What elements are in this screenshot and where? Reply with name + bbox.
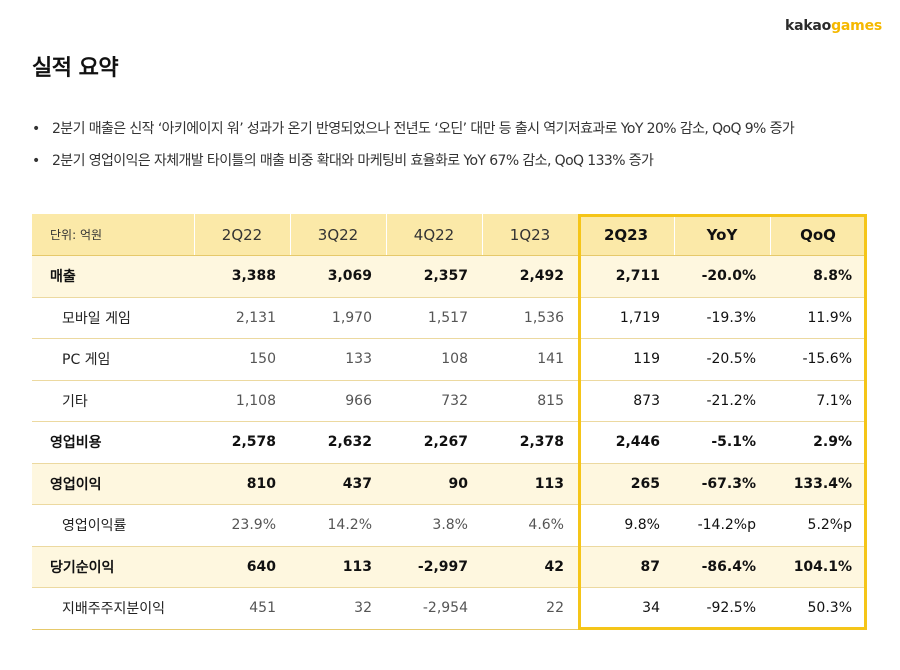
cell-qoq: 11.9% <box>770 297 866 339</box>
kakaogames-logo: kakaogames <box>785 18 882 34</box>
row-mobile-game: 모바일 게임 2,131 1,970 1,517 1,536 1,719 -19.3% 11.… <box>32 297 866 339</box>
cell-2q23: 34 <box>578 587 674 630</box>
cell-1q23: 4.6% <box>482 504 578 547</box>
cell-yoy: -92.5% <box>674 587 770 630</box>
cell-2q23: 265 <box>578 463 674 505</box>
cell-qoq: -15.6% <box>770 338 866 381</box>
header-4q22: 4Q22 <box>386 214 483 256</box>
cell-4q22: 90 <box>386 463 482 505</box>
cell-2q22: 640 <box>194 546 290 588</box>
cell-3q22: 32 <box>290 587 386 630</box>
cell-qoq: 2.9% <box>770 421 866 464</box>
header-2q22: 2Q22 <box>194 214 291 256</box>
row-pc-game: PC 게임 150 133 108 141 119 -20.5% -15.6% <box>32 338 866 381</box>
row-revenue: 매출 3,388 3,069 2,357 2,492 2,711 -20.0% 8.8% <box>32 255 866 298</box>
cell-qoq: 50.3% <box>770 587 866 630</box>
cell-2q22: 23.9% <box>194 504 290 547</box>
cell-qoq: 8.8% <box>770 255 866 298</box>
cell-yoy: -19.3% <box>674 297 770 339</box>
row-label: 영업이익 <box>32 463 194 505</box>
row-label: 매출 <box>32 255 194 298</box>
row-label: 기타 <box>32 380 194 422</box>
cell-4q22: 108 <box>386 338 482 381</box>
cell-qoq: 133.4% <box>770 463 866 505</box>
header-1q23: 1Q23 <box>482 214 579 256</box>
cell-4q22: 3.8% <box>386 504 482 547</box>
row-label: 모바일 게임 <box>32 297 194 339</box>
cell-1q23: 113 <box>482 463 578 505</box>
cell-4q22: 732 <box>386 380 482 422</box>
cell-2q22: 2,578 <box>194 421 290 464</box>
cell-yoy: -67.3% <box>674 463 770 505</box>
cell-3q22: 1,970 <box>290 297 386 339</box>
cell-1q23: 2,492 <box>482 255 578 298</box>
logo-text-accent: games <box>831 18 882 34</box>
cell-3q22: 3,069 <box>290 255 386 298</box>
cell-2q23: 1,719 <box>578 297 674 339</box>
cell-yoy: -20.5% <box>674 338 770 381</box>
cell-qoq: 5.2%p <box>770 504 866 547</box>
table-header-row: 단위: 억원 2Q22 3Q22 4Q22 1Q23 2Q23 YoY QoQ <box>32 214 867 256</box>
row-label: 지배주주지분이익 <box>32 587 194 630</box>
logo-text-main: kakao <box>784 18 832 34</box>
header-2q23: 2Q23 <box>578 214 675 256</box>
cell-1q23: 42 <box>482 546 578 588</box>
cell-1q23: 22 <box>482 587 578 630</box>
cell-yoy: -20.0% <box>674 255 770 298</box>
header-3q22: 3Q22 <box>290 214 387 256</box>
unit-label: 단위: 억원 <box>32 214 195 256</box>
cell-yoy: -21.2% <box>674 380 770 422</box>
bullet-revenue: 2분기 매출은 신작 ‘아키에이지 워’ 성과가 온기 반영되었으나 전년도 ‘… <box>32 118 872 140</box>
cell-3q22: 966 <box>290 380 386 422</box>
row-label: 영업비용 <box>32 421 194 464</box>
cell-2q23: 119 <box>578 338 674 381</box>
cell-3q22: 2,632 <box>290 421 386 464</box>
cell-3q22: 14.2% <box>290 504 386 547</box>
cell-4q22: 2,267 <box>386 421 482 464</box>
cell-qoq: 104.1% <box>770 546 866 588</box>
row-operating-expense: 영업비용 2,578 2,632 2,267 2,378 2,446 -5.1% 2.9% <box>32 421 866 464</box>
cell-2q23: 87 <box>578 546 674 588</box>
page-title: 실적 요약 <box>32 56 119 81</box>
cell-2q22: 3,388 <box>194 255 290 298</box>
bullet-operating-profit: 2분기 영업이익은 자체개발 타이틀의 매출 비중 확대와 마케팅비 효율화로 … <box>32 150 872 172</box>
row-label: PC 게임 <box>32 338 194 381</box>
cell-1q23: 815 <box>482 380 578 422</box>
row-other: 기타 1,108 966 732 815 873 -21.2% 7.1% <box>32 380 866 422</box>
cell-2q23: 9.8% <box>578 504 674 547</box>
cell-4q22: 1,517 <box>386 297 482 339</box>
cell-2q23: 2,446 <box>578 421 674 464</box>
cell-3q22: 133 <box>290 338 386 381</box>
row-net-income: 당기순이익 640 113 -2,997 42 87 -86.4% 104.1% <box>32 546 866 588</box>
earnings-table: 단위: 억원 2Q22 3Q22 4Q22 1Q23 2Q23 YoY QoQ … <box>32 214 867 630</box>
cell-yoy: -14.2%p <box>674 504 770 547</box>
earnings-table-container: 단위: 억원 2Q22 3Q22 4Q22 1Q23 2Q23 YoY QoQ … <box>32 214 867 630</box>
cell-2q22: 810 <box>194 463 290 505</box>
cell-4q22: -2,997 <box>386 546 482 588</box>
cell-1q23: 141 <box>482 338 578 381</box>
cell-2q23: 873 <box>578 380 674 422</box>
cell-qoq: 7.1% <box>770 380 866 422</box>
header-qoq: QoQ <box>770 214 867 256</box>
cell-2q22: 2,131 <box>194 297 290 339</box>
cell-2q23: 2,711 <box>578 255 674 298</box>
row-operating-margin: 영업이익률 23.9% 14.2% 3.8% 4.6% 9.8% -14.2%p 5.2%p <box>32 504 866 547</box>
row-label: 당기순이익 <box>32 546 194 588</box>
summary-bullets: 2분기 매출은 신작 ‘아키에이지 워’ 성과가 온기 반영되었으나 전년도 ‘… <box>32 118 872 182</box>
cell-4q22: 2,357 <box>386 255 482 298</box>
cell-2q22: 1,108 <box>194 380 290 422</box>
cell-4q22: -2,954 <box>386 587 482 630</box>
cell-1q23: 1,536 <box>482 297 578 339</box>
row-operating-profit: 영업이익 810 437 90 113 265 -67.3% 133.4% <box>32 463 866 505</box>
cell-yoy: -5.1% <box>674 421 770 464</box>
cell-1q23: 2,378 <box>482 421 578 464</box>
cell-2q22: 451 <box>194 587 290 630</box>
cell-2q22: 150 <box>194 338 290 381</box>
cell-3q22: 437 <box>290 463 386 505</box>
row-label: 영업이익률 <box>32 504 194 547</box>
cell-yoy: -86.4% <box>674 546 770 588</box>
cell-3q22: 113 <box>290 546 386 588</box>
header-yoy: YoY <box>674 214 771 256</box>
row-controlling-interest: 지배주주지분이익 451 32 -2,954 22 34 -92.5% 50.3% <box>32 587 866 630</box>
